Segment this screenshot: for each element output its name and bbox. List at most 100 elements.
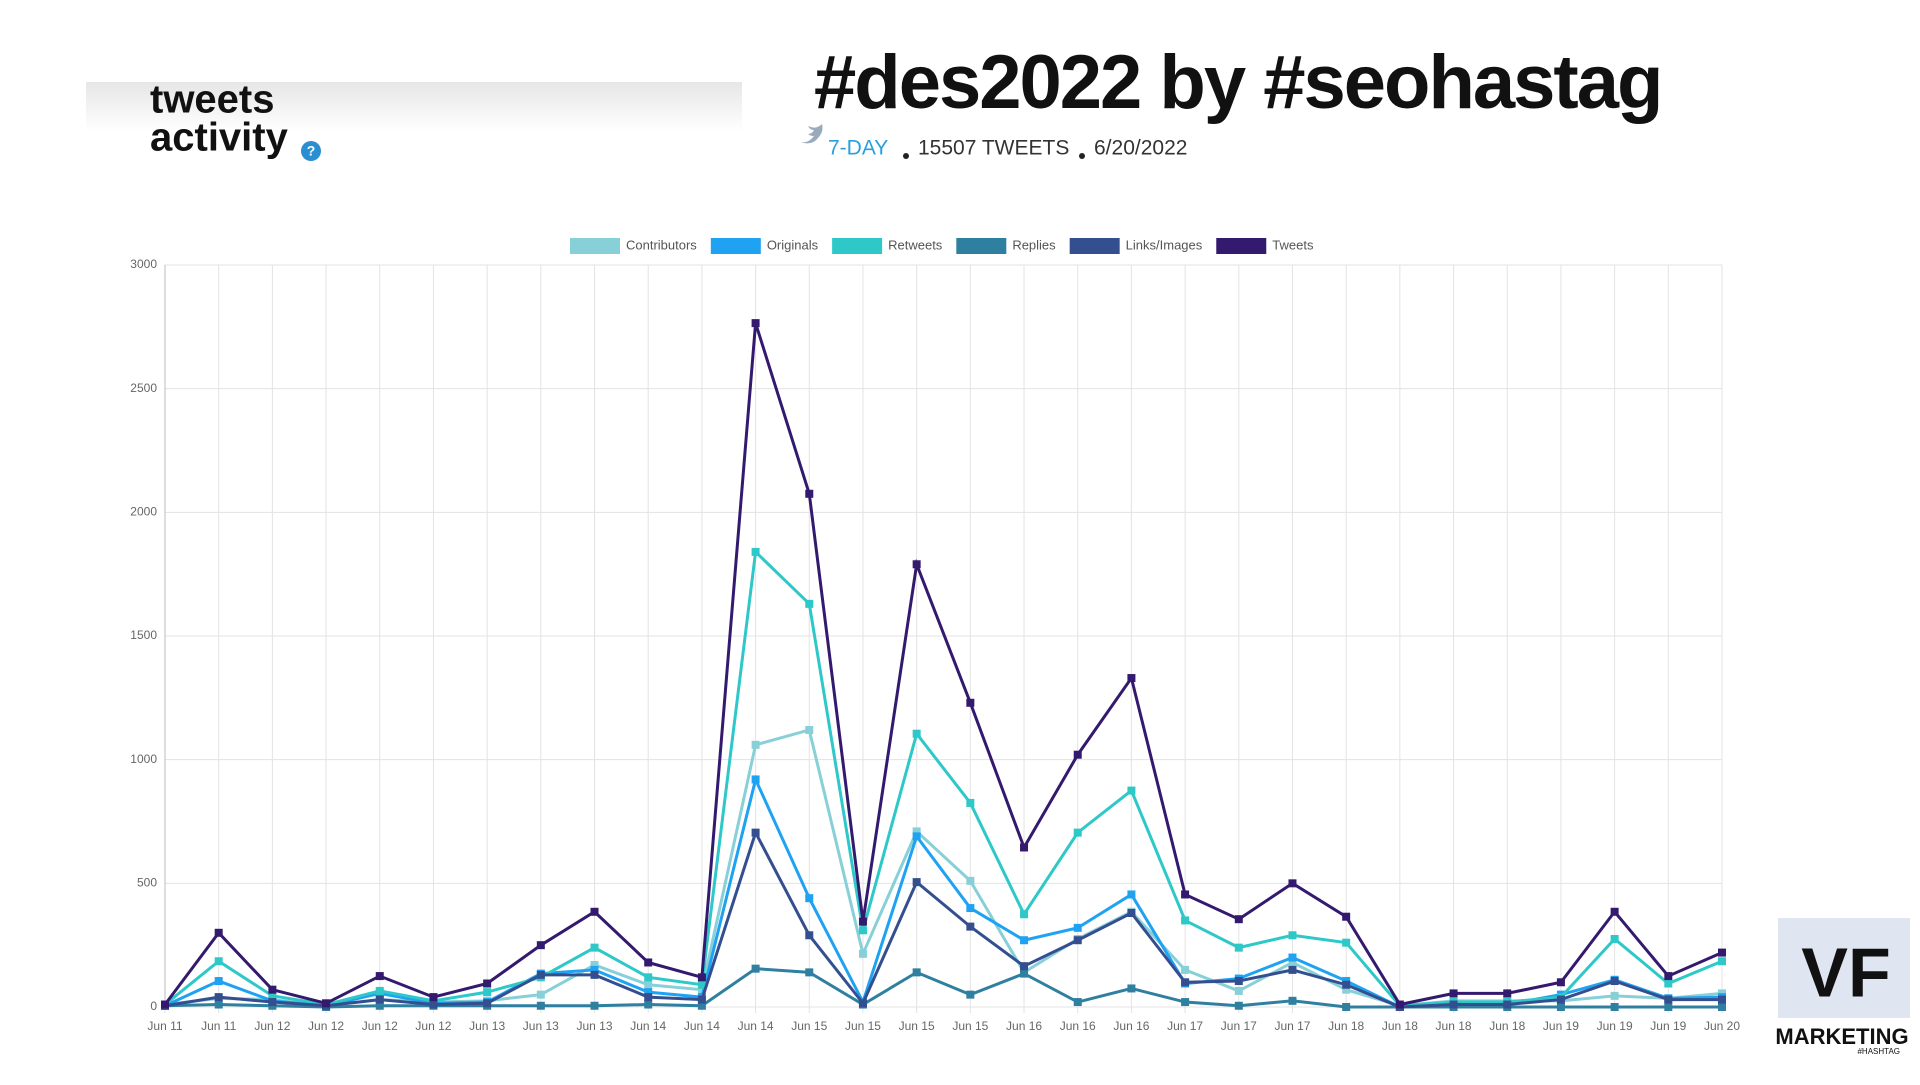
point-marker bbox=[1449, 1000, 1458, 1009]
point-marker bbox=[1127, 984, 1136, 993]
series-line bbox=[163, 322, 1723, 1007]
x-tick-label: Jun 15 bbox=[899, 1019, 935, 1033]
point-marker bbox=[1073, 828, 1082, 837]
point-marker bbox=[858, 949, 867, 958]
point-marker bbox=[1234, 943, 1243, 952]
separator bbox=[903, 153, 909, 159]
point-marker bbox=[966, 990, 975, 999]
y-tick-label: 1000 bbox=[130, 752, 157, 766]
point-marker bbox=[375, 986, 384, 995]
x-tick-label: Jun 14 bbox=[684, 1019, 720, 1033]
x-tick-label: Jun 20 bbox=[1704, 1019, 1740, 1033]
point-marker bbox=[590, 965, 599, 974]
point-marker bbox=[1342, 980, 1351, 989]
y-tick-label: 2000 bbox=[130, 505, 157, 519]
point-marker bbox=[1020, 936, 1029, 945]
y-tick-label: 2500 bbox=[130, 381, 157, 395]
point-marker bbox=[697, 995, 706, 1004]
point-marker bbox=[1181, 890, 1190, 899]
legend-label: Replies bbox=[1012, 237, 1056, 252]
point-marker bbox=[1556, 978, 1565, 987]
x-tick-label: Jun 15 bbox=[952, 1019, 988, 1033]
point-marker bbox=[912, 832, 921, 841]
point-marker bbox=[483, 988, 492, 997]
point-marker bbox=[805, 931, 814, 940]
help-icon[interactable] bbox=[301, 141, 321, 161]
x-tick-label: Jun 16 bbox=[1113, 1019, 1149, 1033]
point-marker bbox=[214, 1000, 223, 1009]
meta-period[interactable]: 7-DAY bbox=[828, 137, 888, 160]
point-marker bbox=[1718, 957, 1726, 966]
point-marker bbox=[483, 979, 492, 988]
x-tick-label: Jun 11 bbox=[147, 1019, 182, 1033]
point-marker bbox=[1181, 965, 1190, 974]
x-tick-label: Jun 12 bbox=[415, 1019, 451, 1033]
point-marker bbox=[1288, 931, 1297, 940]
point-marker bbox=[1288, 879, 1297, 888]
series-line bbox=[164, 548, 1723, 1008]
point-marker bbox=[1556, 1003, 1565, 1011]
point-marker bbox=[858, 999, 867, 1008]
point-marker bbox=[590, 907, 599, 916]
point-marker bbox=[644, 958, 653, 967]
point-marker bbox=[1610, 934, 1619, 943]
legend-label: Originals bbox=[767, 237, 819, 252]
point-marker bbox=[536, 970, 545, 979]
x-tick-label: Jun 15 bbox=[791, 1019, 827, 1033]
y-tick-label: 1500 bbox=[130, 628, 157, 642]
legend-swatch bbox=[832, 238, 883, 254]
logo-bg bbox=[1778, 918, 1910, 1018]
legend-swatch bbox=[570, 238, 620, 254]
bird-icon bbox=[800, 124, 823, 144]
point-marker bbox=[375, 1001, 384, 1010]
x-tick-label: Jun 12 bbox=[362, 1019, 398, 1033]
x-tick-label: Jun 19 bbox=[1543, 1019, 1579, 1033]
point-marker bbox=[697, 980, 706, 989]
point-marker bbox=[858, 926, 867, 935]
point-marker bbox=[1342, 912, 1351, 921]
x-tick-label: Jun 13 bbox=[577, 1019, 613, 1033]
x-tick-label: Jun 16 bbox=[1006, 1019, 1042, 1033]
point-marker bbox=[268, 991, 277, 1000]
point-marker bbox=[1073, 923, 1082, 932]
x-tick-label: Jun 18 bbox=[1382, 1019, 1418, 1033]
point-marker bbox=[1610, 1003, 1619, 1011]
point-marker bbox=[429, 1000, 438, 1009]
logo-subtext: #HASHTAG bbox=[1857, 1047, 1900, 1056]
point-marker bbox=[751, 828, 760, 837]
x-tick-label: Jun 19 bbox=[1650, 1019, 1686, 1033]
point-marker bbox=[1020, 969, 1029, 978]
point-marker bbox=[1181, 916, 1190, 925]
x-tick-label: Jun 13 bbox=[469, 1019, 505, 1033]
x-tick-label: Jun 15 bbox=[845, 1019, 881, 1033]
point-marker bbox=[1664, 1003, 1673, 1011]
point-marker bbox=[805, 968, 814, 977]
legend-label: Tweets bbox=[1272, 237, 1314, 252]
point-marker bbox=[912, 827, 921, 836]
point-marker bbox=[1342, 985, 1351, 994]
x-tick-label: Jun 17 bbox=[1167, 1019, 1203, 1033]
point-marker bbox=[1288, 958, 1297, 967]
y-tick-label: 500 bbox=[137, 876, 157, 890]
y-tick-label: 0 bbox=[150, 999, 157, 1013]
point-marker bbox=[1181, 978, 1190, 987]
point-marker bbox=[751, 964, 760, 973]
point-marker bbox=[697, 985, 706, 994]
point-marker bbox=[1127, 786, 1136, 795]
legend-swatch bbox=[956, 238, 1007, 254]
point-marker bbox=[590, 970, 599, 979]
point-marker bbox=[1718, 995, 1726, 1004]
point-marker bbox=[1127, 890, 1136, 899]
point-marker bbox=[214, 977, 223, 986]
header-band bbox=[86, 82, 742, 132]
point-marker bbox=[590, 960, 599, 969]
x-tick-label: Jun 19 bbox=[1597, 1019, 1633, 1033]
point-marker bbox=[912, 560, 921, 569]
point-marker bbox=[1449, 989, 1458, 998]
meta-count: 15507 TWEETS bbox=[918, 137, 1069, 160]
point-marker bbox=[966, 876, 975, 885]
help-icon-text[interactable]: ? bbox=[307, 143, 316, 159]
point-marker bbox=[966, 698, 975, 707]
point-marker bbox=[644, 980, 653, 989]
